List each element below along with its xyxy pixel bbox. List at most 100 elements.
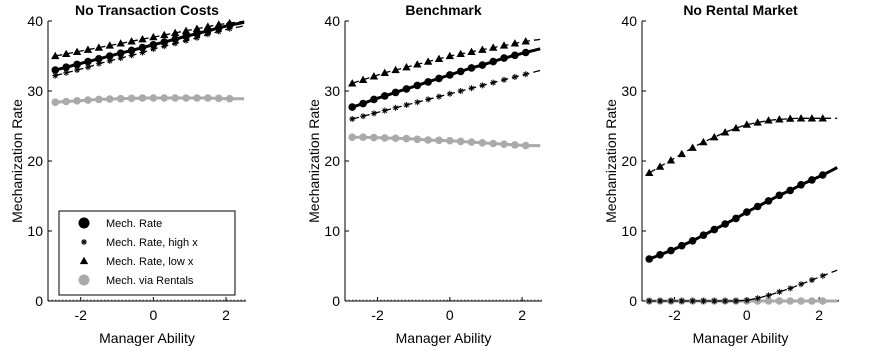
data-point-mech-rate bbox=[391, 88, 400, 97]
data-point-mech-rate-low-x bbox=[775, 115, 784, 123]
y-tick-label: 10 bbox=[27, 223, 43, 239]
data-point-mech-via-rentals bbox=[521, 141, 530, 150]
x-tick-label: -2 bbox=[371, 307, 384, 323]
data-point-mech-rate-high-x bbox=[522, 71, 529, 78]
data-point-mech-via-rentals bbox=[138, 94, 147, 102]
data-point-mech-rate-high-x bbox=[468, 85, 475, 92]
legend-label: Mech. via Rentals bbox=[106, 275, 194, 287]
series-line-mech-rate-high-x bbox=[352, 69, 541, 120]
data-point-mech-rate bbox=[413, 81, 422, 90]
data-point-mech-via-rentals bbox=[424, 136, 432, 144]
data-point-mech-rate-low-x bbox=[391, 65, 400, 74]
data-point-mech-via-rentals bbox=[456, 137, 465, 146]
data-point-mech-rate-low-x bbox=[731, 123, 741, 132]
data-point-mech-rate-low-x bbox=[348, 79, 357, 87]
data-point-mech-rate bbox=[138, 43, 147, 52]
data-point-mech-via-rentals bbox=[478, 139, 487, 147]
series-mech-rate-low-x bbox=[348, 37, 541, 87]
y-tick-label: 30 bbox=[27, 83, 43, 99]
x-tick-label: 0 bbox=[446, 307, 454, 323]
data-point-mech-rate-high-x bbox=[446, 90, 453, 97]
data-point-mech-rate-low-x bbox=[510, 39, 520, 47]
data-point-mech-rate-high-x bbox=[711, 298, 718, 304]
data-point-mech-rate-high-x bbox=[754, 295, 761, 302]
data-point-mech-rate-high-x bbox=[678, 298, 685, 304]
data-point-mech-rate-low-x bbox=[456, 49, 465, 58]
data-point-mech-rate-low-x bbox=[645, 168, 654, 177]
data-point-mech-rate bbox=[467, 64, 476, 72]
data-point-mech-rate-high-x bbox=[819, 272, 826, 279]
data-point-mech-rate bbox=[645, 255, 654, 263]
data-point-mech-via-rentals bbox=[171, 94, 179, 102]
panel-2: 0 10 20 30 40 -2 0 2 Benchmark Manager Ability Mec… bbox=[306, 2, 542, 346]
data-point-mech-rate-low-x bbox=[720, 128, 730, 136]
data-point-mech-rate bbox=[149, 41, 158, 49]
series-mech-via-rentals bbox=[348, 133, 541, 150]
data-point-mech-via-rentals bbox=[160, 94, 169, 102]
x-tick-label: -2 bbox=[668, 307, 681, 323]
data-point-mech-rate bbox=[764, 197, 773, 205]
series-line-mech-rate-low-x bbox=[55, 20, 245, 57]
data-point-mech-rate bbox=[84, 57, 92, 66]
data-point-mech-via-rentals bbox=[797, 297, 805, 305]
data-point-mech-via-rentals bbox=[348, 133, 357, 141]
data-point-mech-rate bbox=[656, 251, 664, 259]
data-point-mech-rate-high-x bbox=[414, 99, 421, 106]
data-point-mech-rate-high-x bbox=[765, 292, 772, 299]
data-point-mech-rate bbox=[193, 29, 201, 38]
data-point-mech-via-rentals bbox=[380, 134, 389, 142]
data-point-mech-rate bbox=[710, 225, 719, 234]
data-point-mech-via-rentals bbox=[818, 297, 827, 305]
data-point-mech-via-rentals bbox=[116, 94, 125, 103]
data-point-mech-rate bbox=[732, 214, 740, 223]
data-point-mech-rate-low-x bbox=[402, 63, 411, 71]
data-point-mech-via-rentals bbox=[359, 133, 367, 141]
y-tick-label: 10 bbox=[621, 223, 637, 239]
data-point-mech-via-rentals bbox=[467, 138, 476, 146]
data-point-mech-rate bbox=[688, 237, 697, 245]
data-point-mech-rate-low-x bbox=[807, 114, 817, 122]
data-point-mech-rate-low-x bbox=[796, 114, 806, 122]
data-point-mech-via-rentals bbox=[73, 97, 81, 105]
data-point-mech-via-rentals bbox=[391, 134, 400, 143]
data-point-mech-rate bbox=[424, 78, 432, 86]
data-point-mech-rate-low-x bbox=[192, 24, 202, 32]
data-point-mech-rate-low-x bbox=[666, 156, 676, 164]
y-tick-label: 20 bbox=[621, 153, 637, 169]
data-point-mech-rate-low-x bbox=[105, 41, 114, 49]
data-point-mech-via-rentals bbox=[446, 136, 454, 145]
data-point-mech-rate-low-x bbox=[181, 26, 191, 34]
data-point-mech-rate-low-x bbox=[818, 114, 827, 122]
series-mech-rate bbox=[645, 166, 838, 263]
data-point-mech-rate-high-x bbox=[479, 82, 486, 89]
y-tick-label: 0 bbox=[629, 293, 637, 309]
data-point-mech-rate bbox=[116, 49, 125, 57]
data-point-mech-rate bbox=[808, 176, 816, 184]
data-point-mech-rate bbox=[105, 52, 114, 60]
data-point-mech-rate-low-x bbox=[467, 47, 476, 55]
data-point-mech-via-rentals bbox=[413, 135, 422, 144]
data-point-mech-rate-low-x bbox=[72, 47, 82, 55]
data-point-mech-rate bbox=[677, 241, 686, 250]
data-point-mech-rate bbox=[370, 95, 378, 104]
y-axis-label: Mechanization Rate bbox=[603, 99, 619, 223]
data-point-mech-rate bbox=[456, 67, 465, 76]
data-point-mech-rate-low-x bbox=[413, 60, 422, 68]
data-point-mech-via-rentals bbox=[182, 94, 190, 102]
series-mech-via-rentals bbox=[51, 94, 245, 106]
y-tick-label: 20 bbox=[324, 153, 340, 169]
x-tick-label: 0 bbox=[743, 307, 751, 323]
data-point-mech-rate bbox=[435, 74, 443, 83]
data-point-mech-rate-high-x bbox=[667, 298, 674, 304]
data-point-mech-via-rentals bbox=[62, 97, 70, 106]
data-point-mech-via-rentals bbox=[786, 297, 795, 305]
data-point-mech-rate bbox=[214, 24, 223, 32]
y-tick-label: 40 bbox=[324, 13, 340, 29]
legend-item-mech-rate: Mech. Rate bbox=[78, 217, 162, 230]
data-point-mech-rate-high-x bbox=[808, 277, 815, 283]
data-point-mech-rate-high-x bbox=[457, 88, 464, 94]
legend-item-mech-rate-low-x: Mech. Rate, low x bbox=[79, 256, 194, 268]
data-point-mech-rate-low-x bbox=[83, 45, 93, 53]
data-point-mech-rate-high-x bbox=[501, 76, 508, 83]
data-point-mech-rate-low-x bbox=[655, 162, 665, 170]
